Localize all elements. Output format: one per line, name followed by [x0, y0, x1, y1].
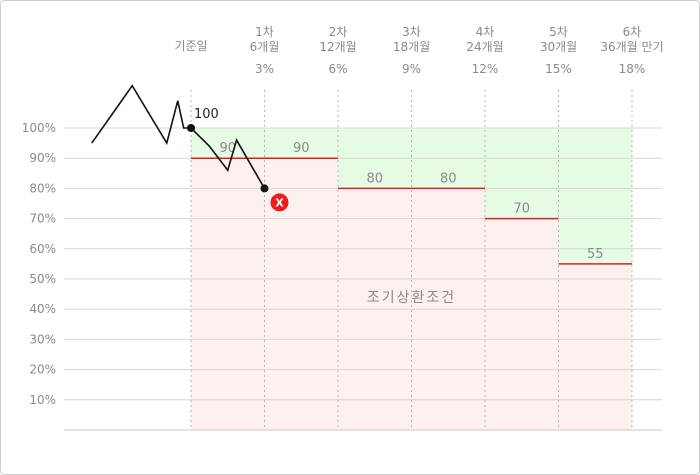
no-redemption-zone-fill [191, 158, 632, 430]
y-tick-label: 40% [29, 302, 56, 316]
period-round-label: 1차 [255, 25, 274, 39]
period-round-label: 4차 [476, 25, 495, 39]
y-tick-label: 70% [29, 212, 56, 226]
period-coupon-label: 6% [328, 62, 347, 76]
barrier-value-label: 90 [293, 141, 310, 156]
y-tick-label: 100% [22, 121, 56, 135]
barrier-value-label: 70 [513, 202, 530, 217]
period-months-label: 6개월 [250, 40, 280, 54]
barrier-value-label: 80 [366, 171, 383, 186]
y-tick-label: 20% [29, 363, 56, 377]
y-tick-label: 90% [29, 151, 56, 165]
barrier-value-label: 90 [219, 141, 236, 156]
period-round-label: 3차 [402, 25, 421, 39]
y-tick-label: 50% [29, 272, 56, 286]
x-mark: X [275, 196, 284, 209]
period-months-label: 18개월 [393, 40, 430, 54]
y-tick-label: 10% [29, 393, 56, 407]
period-round-label: 2차 [329, 25, 348, 39]
period-coupon-label: 12% [472, 62, 499, 76]
period-round-label: 5차 [549, 25, 568, 39]
start-point [187, 124, 195, 132]
y-tick-label: 60% [29, 242, 56, 256]
start-date-label: 기준일 [174, 39, 207, 53]
redemption-zone-label: 조기상환조건 [367, 290, 456, 306]
period-months-label: 30개월 [540, 40, 577, 54]
period-coupon-label: 9% [402, 62, 421, 76]
period-months-label: 36개월 만기 [600, 40, 663, 54]
evaluation-point [260, 184, 269, 193]
y-tick-label: 80% [29, 181, 56, 195]
period-months-label: 24개월 [466, 40, 503, 54]
period-round-label: 6차 [623, 25, 642, 39]
barrier-value-label: 55 [587, 247, 604, 262]
period-months-label: 12개월 [319, 40, 356, 54]
period-coupon-label: 15% [545, 62, 572, 76]
period-coupon-label: 3% [255, 62, 274, 76]
period-coupon-label: 18% [619, 62, 646, 76]
redemption-zone-fill [191, 128, 632, 264]
start-value-label: 100 [194, 107, 219, 122]
barrier-value-label: 80 [440, 171, 457, 186]
x-circle-icon [270, 193, 289, 212]
y-tick-label: 30% [29, 332, 56, 346]
